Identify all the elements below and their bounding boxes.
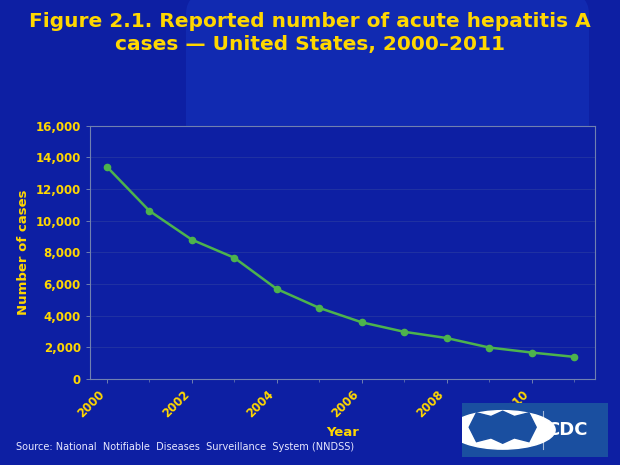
- FancyBboxPatch shape: [186, 0, 589, 232]
- Circle shape: [450, 411, 555, 449]
- Y-axis label: Number of cases: Number of cases: [17, 190, 30, 315]
- Text: Source: National  Notifiable  Diseases  Surveillance  System (NNDSS): Source: National Notifiable Diseases Sur…: [16, 442, 353, 452]
- Polygon shape: [469, 411, 536, 443]
- X-axis label: Year: Year: [326, 426, 359, 439]
- Text: CDC: CDC: [546, 421, 588, 439]
- Text: Figure 2.1. Reported number of acute hepatitis A
cases — United States, 2000–201: Figure 2.1. Reported number of acute hep…: [29, 12, 591, 54]
- Polygon shape: [495, 422, 510, 432]
- FancyBboxPatch shape: [450, 399, 619, 461]
